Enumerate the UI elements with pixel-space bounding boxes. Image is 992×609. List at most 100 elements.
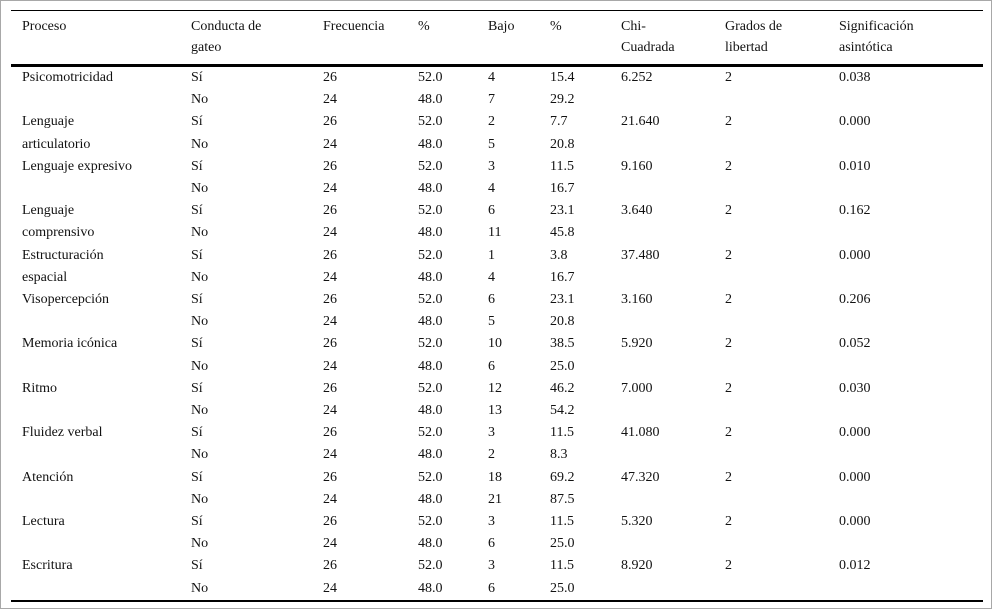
table-cell: 20.8 <box>550 314 575 330</box>
table-cell: 48.0 <box>418 580 443 596</box>
table-cell <box>725 489 839 511</box>
table-row: No 24 48.0 11 45.8 <box>11 222 983 244</box>
table-cell: 24 <box>323 403 337 419</box>
table-cell: 9.160 <box>621 158 653 174</box>
table-cell: 5.920 <box>621 336 653 352</box>
table-row: Fluidez verbal Sí 26 52.0 3 11.5 41.080 2 0.000 <box>11 422 983 444</box>
table-cell: 26 <box>323 469 337 485</box>
process-name-cell: Psicomotricidad <box>22 70 113 85</box>
table-cell: 52.0 <box>418 247 443 263</box>
table-cell: 21.640 <box>621 114 660 130</box>
table-cell: 24 <box>323 491 337 507</box>
table-cell: 4 <box>488 181 495 197</box>
table-cell: 0.012 <box>839 558 871 574</box>
table-cell: 2 <box>725 70 732 85</box>
table-cell: 25.0 <box>550 358 575 374</box>
table-cell: 0.000 <box>839 469 871 485</box>
table-cell: 6.252 <box>621 70 653 85</box>
table-cell: 52.0 <box>418 469 443 485</box>
table-cell: Sí <box>191 558 203 574</box>
table-cell: 48.0 <box>418 536 443 552</box>
process-name-cell: Escritura <box>22 558 73 574</box>
table-cell: 26 <box>323 380 337 396</box>
table-cell: 52.0 <box>418 514 443 530</box>
table-cell <box>621 400 725 422</box>
table-cell: 48.0 <box>418 403 443 419</box>
table-cell: 2 <box>488 447 495 463</box>
process-name-cell: Atención <box>22 469 74 485</box>
table-cell: 26 <box>323 247 337 263</box>
table-cell: 6 <box>488 292 495 308</box>
column-header: % <box>418 10 488 67</box>
table-cell: 47.320 <box>621 469 660 485</box>
table-cell: 11 <box>488 225 502 241</box>
table-cell: 3.640 <box>621 203 653 219</box>
table-cell: 52.0 <box>418 336 443 352</box>
table-cell: Sí <box>191 336 203 352</box>
table-cell: 6 <box>488 536 495 552</box>
table-cell: 15.4 <box>550 70 575 85</box>
table-row: No 24 48.0 4 16.7 <box>11 267 983 289</box>
table-cell: 3.160 <box>621 292 653 308</box>
table-cell: 2 <box>725 292 732 308</box>
table-cell: 48.0 <box>418 269 443 285</box>
table-cell: 0.052 <box>839 336 871 352</box>
table-cell <box>621 311 725 333</box>
table-cell: 26 <box>323 70 337 85</box>
table-cell <box>621 533 725 555</box>
table-row: Memoria icónica Sí 26 52.0 10 38.5 5.920 2 0.052 <box>11 333 983 355</box>
table-row: No 24 48.0 4 16.7 <box>11 178 983 200</box>
table-cell: 52.0 <box>418 114 443 130</box>
table-cell: 23.1 <box>550 203 575 219</box>
table-cell <box>725 311 839 333</box>
table-cell: No <box>191 181 209 197</box>
table-row: Lectura Sí 26 52.0 3 11.5 5.320 2 0.000 <box>11 511 983 533</box>
table-cell: 3 <box>488 558 495 574</box>
table-cell: No <box>191 136 209 152</box>
table-cell: 69.2 <box>550 469 575 485</box>
table-cell <box>621 356 725 378</box>
table-cell: 26 <box>323 158 337 174</box>
table-cell: 52.0 <box>418 158 443 174</box>
table-cell: Sí <box>191 114 203 130</box>
table-cell: Sí <box>191 469 203 485</box>
table-cell: 11.5 <box>550 558 574 574</box>
table-row: No 24 48.0 5 20.8 <box>11 311 983 333</box>
table-cell: 48.0 <box>418 314 443 330</box>
table-cell <box>839 533 983 555</box>
table-cell: No <box>191 491 209 507</box>
table-row: Lenguaje articulatorio Sí 26 52.0 2 7.7 21.640… <box>11 111 983 151</box>
table-cell: 4 <box>488 269 495 285</box>
table-row: Ritmo Sí 26 52.0 12 46.2 7.000 2 0.030 <box>11 378 983 400</box>
table-row: No 24 48.0 5 20.8 <box>11 134 983 156</box>
table-cell: 52.0 <box>418 425 443 441</box>
table-cell: 24 <box>323 536 337 552</box>
table-cell: 20.8 <box>550 136 575 152</box>
table-cell <box>839 222 983 244</box>
table-cell: 11.5 <box>550 158 574 174</box>
column-header: Significación asintótica <box>839 10 983 67</box>
table-cell: 2 <box>725 336 732 352</box>
table-cell <box>725 267 839 289</box>
table-cell <box>725 356 839 378</box>
table-cell <box>621 267 725 289</box>
table-cell: 2 <box>725 558 732 574</box>
table-cell: 2 <box>725 247 732 263</box>
table-cell: No <box>191 92 209 108</box>
table-cell: 23.1 <box>550 292 575 308</box>
table-cell: 3 <box>488 514 495 530</box>
table-cell <box>839 578 983 601</box>
table-cell: 0.000 <box>839 425 871 441</box>
table-cell: 25.0 <box>550 536 575 552</box>
table-row: No 24 48.0 2 8.3 <box>11 444 983 466</box>
table-cell: No <box>191 269 209 285</box>
table-cell: 11.5 <box>550 425 574 441</box>
table-cell: 7.000 <box>621 380 653 396</box>
table-cell: No <box>191 358 209 374</box>
table-cell: 41.080 <box>621 425 660 441</box>
table-cell <box>839 178 983 200</box>
table-cell: 0.000 <box>839 114 871 130</box>
table-row: No 24 48.0 6 25.0 <box>11 533 983 555</box>
table-cell: 11.5 <box>550 514 574 530</box>
